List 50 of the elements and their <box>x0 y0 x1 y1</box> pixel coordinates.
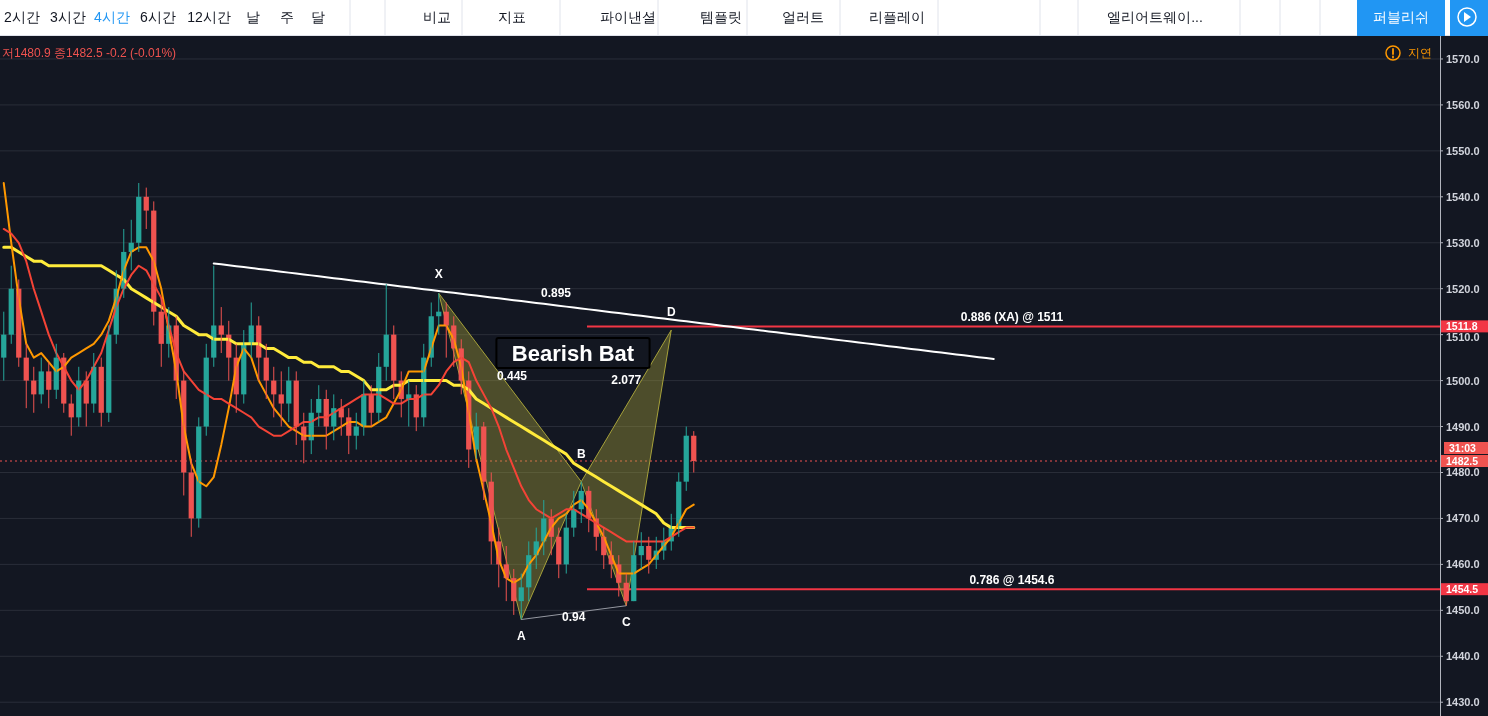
annotation: 저1480.9 종1482.5 -0.2 (-0.01%) <box>2 46 177 60</box>
annotation: 0.895 <box>540 286 572 300</box>
text: 지표 <box>498 9 526 25</box>
text: 얼러트 <box>782 9 824 25</box>
y-tick-label: 1570.0 <box>1446 52 1480 65</box>
y-tick-label: 1560.0 <box>1446 98 1480 111</box>
y-tick-label: 1450.0 <box>1446 604 1480 617</box>
text: 6시간 <box>140 9 176 25</box>
ref-line-label: 0.886 (XA) @ 1511 <box>960 310 1064 325</box>
y-tick-label: 1520.0 <box>1446 282 1480 295</box>
ref-line-label: 0.786 @ 1454.6 <box>969 573 1055 588</box>
y-tick-label: 1540.0 <box>1446 190 1480 203</box>
annotation: B <box>576 447 586 461</box>
text: 템플릿 <box>700 9 742 25</box>
annotation: Bearish Bat <box>511 340 635 366</box>
annotation: 2.077 <box>611 373 642 388</box>
y-tick-label: 1480.0 <box>1446 466 1480 479</box>
text: 1454.5 <box>1446 583 1479 596</box>
line-series <box>212 262 995 360</box>
y-tick-label: 1460.0 <box>1446 558 1480 571</box>
text: 31:03 <box>1449 442 1477 454</box>
text: 4시간 <box>94 9 130 25</box>
annotation: D <box>666 305 676 320</box>
annotation: A <box>516 628 526 643</box>
y-tick-label: 1550.0 <box>1446 144 1480 157</box>
y-tick-label: 1510.0 <box>1446 331 1480 344</box>
text: 1482.5 <box>1446 455 1479 467</box>
text: 파이낸셜 <box>600 9 656 25</box>
y-tick-label: 1490.0 <box>1446 420 1480 433</box>
y-tick-label: 1500.0 <box>1446 374 1480 387</box>
text: 1511.8 <box>1446 320 1478 333</box>
text: 주 <box>280 9 294 25</box>
text: 엘리어트웨이... <box>1107 9 1203 25</box>
text: 3시간 <box>50 9 86 25</box>
annotation: X <box>434 266 443 281</box>
text: 비교 <box>423 9 451 25</box>
text: 12시간 <box>187 9 231 25</box>
y-tick-label: 1430.0 <box>1446 696 1480 709</box>
y-tick-label: 1470.0 <box>1446 512 1480 525</box>
y-tick-label: 1530.0 <box>1446 236 1480 249</box>
annotation: 지연 <box>1408 46 1432 60</box>
annotation: 0.94 <box>562 609 586 624</box>
annotation: 0.445 <box>496 368 528 383</box>
text: 달 <box>311 9 325 25</box>
text: 퍼블리쉬 <box>1373 9 1429 25</box>
text: 리플레이 <box>869 9 925 25</box>
y-tick-label: 1440.0 <box>1446 650 1480 663</box>
text: 2시간 <box>4 9 40 25</box>
annotation: C <box>621 615 631 630</box>
text: 날 <box>246 9 260 25</box>
